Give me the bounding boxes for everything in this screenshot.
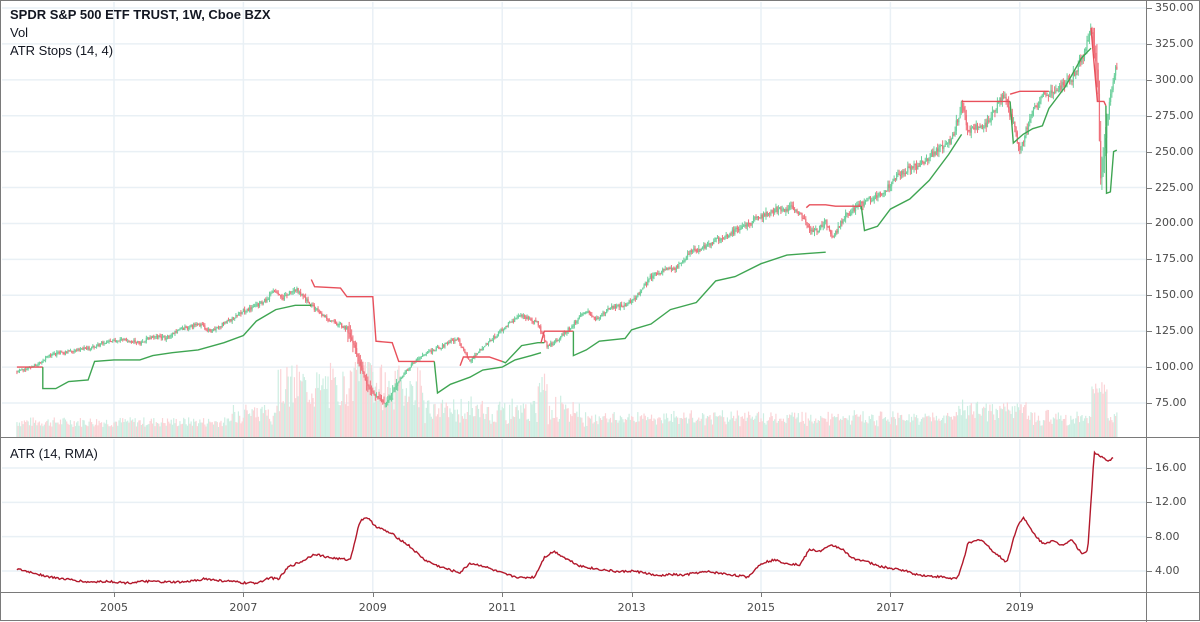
time-axis[interactable]: 2005 2007 2009 2011 2013 2015 2017 2019: [2, 593, 1146, 621]
y-tick: [1147, 259, 1152, 261]
x-tick-label: 2019: [1005, 601, 1034, 614]
y-tick: [1147, 187, 1152, 189]
x-tick-label: 2007: [229, 601, 258, 614]
atr-tick-label: 16.00: [1155, 461, 1187, 475]
price-tick-label: 225.00: [1155, 180, 1194, 194]
y-tick: [1147, 403, 1152, 404]
x-tick-label: 2017: [876, 601, 905, 614]
atr-stops-lines: [16, 28, 1118, 395]
y-tick: [1147, 295, 1152, 297]
x-tick: [761, 593, 762, 597]
y-tick: [1147, 536, 1152, 538]
y-tick: [1147, 331, 1152, 333]
atr-pane[interactable]: ATR (14, RMA): [2, 439, 1146, 592]
y-tick: [1147, 79, 1152, 81]
x-tick-label: 2011: [488, 601, 517, 614]
y-tick: [1147, 468, 1152, 470]
symbol-title[interactable]: SPDR S&P 500 ETF TRUST, 1W, Cboe BZX: [10, 7, 271, 22]
x-tick: [890, 593, 892, 597]
y-tick: [1147, 223, 1152, 225]
atr-chart-canvas[interactable]: [2, 439, 1146, 592]
y-tick: [1147, 8, 1152, 9]
price-tick-label: 250.00: [1155, 144, 1194, 158]
volume-bars: [16, 362, 1118, 437]
y-tick: [1147, 115, 1152, 117]
x-tick-label: 2009: [358, 601, 387, 614]
y-tick: [1147, 502, 1152, 504]
x-tick-label: 2013: [617, 601, 646, 614]
price-tick-label: 200.00: [1155, 216, 1194, 230]
price-tick-label: 125.00: [1155, 324, 1194, 338]
price-candles: [16, 23, 1118, 408]
x-tick-label: 2015: [747, 601, 775, 614]
y-tick: [1147, 367, 1152, 369]
x-tick: [114, 593, 115, 597]
price-tick-label: 175.00: [1155, 252, 1194, 266]
price-axis-divider: [1146, 1, 1147, 622]
pane-divider[interactable]: [1, 437, 1200, 438]
price-chart-canvas[interactable]: [2, 2, 1146, 437]
y-tick: [1147, 571, 1152, 572]
y-tick: [1147, 151, 1152, 153]
price-tick-label: 75.00: [1155, 396, 1187, 409]
price-pane[interactable]: SPDR S&P 500 ETF TRUST, 1W, Cboe BZX Vol…: [2, 2, 1146, 437]
x-tick: [372, 593, 374, 597]
atr-tick-label: 12.00: [1155, 495, 1187, 509]
x-tick: [1019, 593, 1021, 597]
x-tick: [631, 593, 633, 597]
atr-axis[interactable]: 16.00 12.00 8.00 4.00: [1147, 439, 1200, 592]
x-tick: [243, 593, 245, 597]
time-axis-divider: [1, 592, 1200, 593]
price-axis[interactable]: 350.00 325.00 300.00 275.00 250.00 225.00 200.…: [1147, 1, 1200, 437]
atr-tick-label: 8.00: [1155, 529, 1180, 543]
price-tick-label: 150.00: [1155, 288, 1194, 302]
atr-stops-legend[interactable]: ATR Stops (14, 4): [10, 43, 114, 58]
y-tick: [1147, 43, 1152, 45]
atr-line: [16, 450, 1114, 585]
atr-legend[interactable]: ATR (14, RMA): [10, 446, 98, 461]
price-tick-label: 275.00: [1155, 108, 1194, 122]
x-tick-label: 2005: [100, 601, 128, 614]
price-tick-label: 100.00: [1155, 360, 1194, 374]
volume-legend[interactable]: Vol: [10, 25, 29, 40]
price-tick-label: 325.00: [1155, 36, 1194, 50]
x-tick: [502, 593, 504, 597]
price-tick-label: 300.00: [1155, 72, 1194, 86]
atr-tick-label: 4.00: [1155, 564, 1180, 577]
price-tick-label: 350.00: [1155, 1, 1194, 14]
